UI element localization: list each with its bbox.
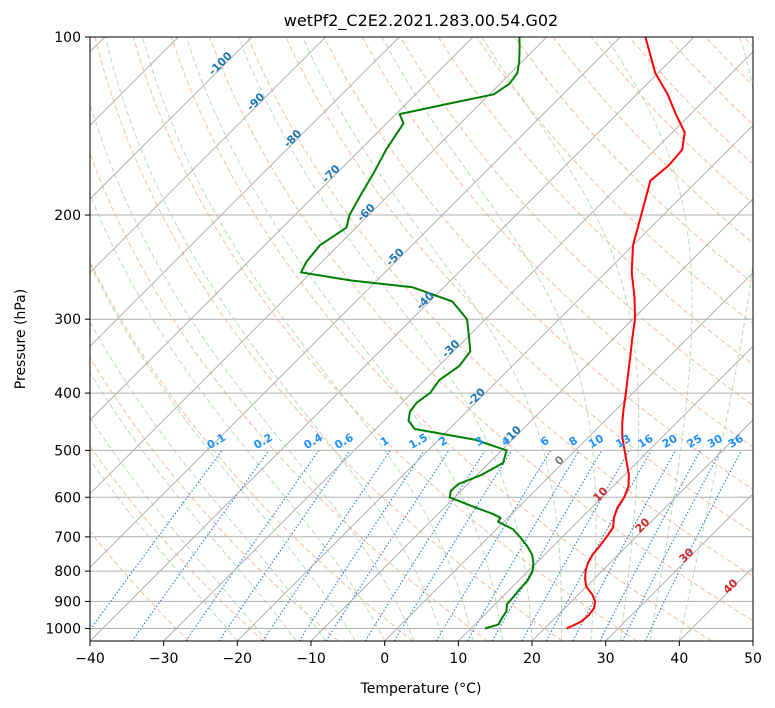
isotherm-line xyxy=(90,37,400,348)
mixing-ratio-line xyxy=(218,450,351,641)
dry-adiabat-line xyxy=(90,530,190,641)
isotherm-line xyxy=(90,37,474,421)
y-tick-label: 200 xyxy=(54,208,81,224)
mixing-ratio-line xyxy=(599,450,701,641)
dry-adiabat-line xyxy=(437,37,753,365)
profile-lines xyxy=(300,37,686,630)
isotherm-line xyxy=(90,37,548,495)
x-tick-label: −40 xyxy=(75,651,105,667)
dry-adiabat-line xyxy=(514,37,753,284)
x-tick-label: 10 xyxy=(449,651,467,667)
mixing-ratio-line xyxy=(262,450,391,641)
y-tick-label: 100 xyxy=(54,30,81,46)
moist-adiabat-line xyxy=(90,263,356,641)
mixing-ratio-line xyxy=(393,450,513,641)
moist-adiabat-line xyxy=(90,321,327,641)
dry-adiabat-line xyxy=(247,37,753,577)
y-axis-label: Pressure (hPa) xyxy=(13,289,29,389)
isotherm-line xyxy=(90,37,621,569)
y-tick-label: 600 xyxy=(54,490,81,506)
mixing-ratio-line xyxy=(521,450,630,641)
x-tick-label: −20 xyxy=(223,651,253,667)
y-tick-label: 400 xyxy=(54,386,81,402)
x-tick-label: −10 xyxy=(296,651,326,667)
moist-adiabat-line xyxy=(238,37,533,641)
y-tick-label: 300 xyxy=(54,312,81,328)
x-tick-label: 30 xyxy=(597,651,615,667)
x-tick-label: 0 xyxy=(380,651,389,667)
dry-adiabat-line xyxy=(399,37,753,407)
dry-adiabat-line xyxy=(90,152,488,641)
dry-adiabat-line xyxy=(94,37,563,641)
mixing-ratio-line xyxy=(572,450,676,641)
moist-adiabat-line xyxy=(142,37,474,641)
mixing-ratio-line xyxy=(185,450,320,641)
dry-adiabat-line xyxy=(90,356,339,641)
dry-adiabat-line xyxy=(170,37,712,641)
moist-adiabat-line xyxy=(90,416,268,641)
grid-lines xyxy=(90,37,753,641)
isotherm-line xyxy=(90,37,253,200)
y-tick-label: 800 xyxy=(54,564,81,580)
y-tick-label: 900 xyxy=(54,594,81,610)
mixing-ratio-line xyxy=(621,450,722,641)
mixing-ratio-line xyxy=(131,450,270,641)
isotherm-line xyxy=(384,271,753,641)
mixing-ratio-line xyxy=(644,450,742,641)
moist-adiabat-line xyxy=(605,37,693,641)
dry-adiabat-line xyxy=(90,445,264,641)
x-tick-label: −30 xyxy=(149,651,179,667)
x-tick-label: 20 xyxy=(523,651,541,667)
x-tick-label: 40 xyxy=(670,651,688,667)
isotherm-line xyxy=(531,419,753,641)
isotherm-line xyxy=(310,198,753,641)
dry-adiabat-line xyxy=(132,37,638,641)
moist-adiabat-line xyxy=(678,37,753,641)
y-tick-label: 700 xyxy=(54,530,81,546)
moist-adiabat-line xyxy=(90,458,238,641)
moist-adiabat-line xyxy=(105,37,445,641)
plot-frame xyxy=(89,36,754,642)
mixing-ratio-line xyxy=(298,450,425,641)
moist-adiabat-line xyxy=(481,37,640,641)
mixing-ratio-line xyxy=(435,450,552,641)
isotherm-line xyxy=(457,345,753,641)
mixing-ratio-line xyxy=(364,450,486,641)
mixing-ratio-line xyxy=(90,450,223,631)
x-axis-label: Temperature (°C) xyxy=(360,681,482,697)
isotherm-line xyxy=(236,124,753,641)
isotherm-line xyxy=(605,492,753,641)
chart-title: wetPf2_C2E2.2021.283.00.54.G02 xyxy=(284,11,558,31)
y-tick-label: 500 xyxy=(54,443,81,459)
isotherm-line xyxy=(90,37,695,641)
dewpoint-profile-line xyxy=(300,37,535,630)
moist-adiabat-line xyxy=(302,37,563,641)
background-lines xyxy=(90,37,753,641)
dry-adiabat-line xyxy=(323,37,753,491)
isotherm-line xyxy=(90,37,327,274)
moist-adiabat-line xyxy=(90,193,386,641)
isotherm-line xyxy=(163,50,753,641)
x-tick-label: 50 xyxy=(744,651,762,667)
mixing-ratio-line xyxy=(325,450,450,641)
axis-ticks: −40 −30 −20 −10 0 10 20 30 40 50 100 200 300 400 500 60… xyxy=(45,30,762,667)
temperature-profile-line xyxy=(566,37,686,630)
y-tick-label: 1000 xyxy=(45,621,81,637)
